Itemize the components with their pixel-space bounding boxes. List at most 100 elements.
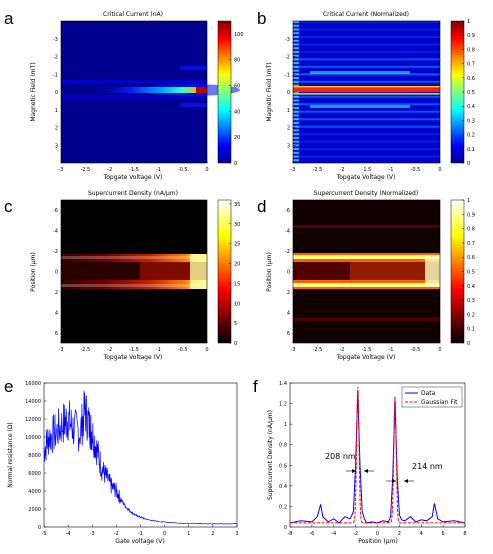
x-tick-label: -1 (156, 167, 161, 173)
y-tick-label: 0 (287, 270, 290, 276)
y-tick-label: 3 (287, 143, 290, 149)
colorbar-tick-label: 1 (467, 19, 470, 25)
panel-b-yticks: -3 -2 -1 0 1 2 3 (285, 37, 296, 149)
x-tick-label: -1.5 (129, 347, 139, 353)
panel-a-xticks: -3 -2.5 -2 -1.5 -1 -0.5 0 (59, 160, 209, 173)
heatmap-b-stripe (293, 114, 440, 117)
heatmap-b-stripe (293, 21, 440, 24)
panel-d-yticks: -6 -4 -2 0 2 4 6 (285, 208, 296, 337)
heatmap-b-edge-cell (293, 151, 299, 154)
panel-a-xlabel: Topgate Voltage (V) (103, 174, 163, 181)
heatmap-b-stripe (293, 50, 440, 53)
heatmap-b-edge-cell (293, 43, 299, 46)
heatmap-b-stripe (293, 129, 440, 132)
panel-label-c: c (4, 197, 13, 216)
heatmap-b-stripe (293, 136, 440, 139)
panel-label-f: f (253, 377, 258, 396)
x-tick-label: -1.5 (362, 347, 372, 353)
colorbar-tick-label: 10 (234, 301, 240, 307)
y-tick-label: 2 (287, 290, 290, 296)
panel-d-xlabel: Topgate Voltage (V) (336, 354, 396, 361)
heatmap-b-edge-cell (293, 114, 299, 117)
x-tick-label: 2 (211, 531, 214, 537)
y-tick-label: 0 (38, 525, 41, 531)
heatmap-b-stripe (293, 32, 440, 35)
heatmap-b-stripe (293, 144, 440, 147)
colorbar-tick-label: 0 (467, 341, 470, 347)
panel-b-title: Critical Current (Normalized) (323, 11, 409, 18)
x-tick-label: -1 (138, 531, 143, 537)
y-tick-label: 2 (55, 290, 58, 296)
panel-d-xticks: -3 -2.5 -2 -1.5 -1 -0.5 0 (291, 340, 442, 353)
heatmap-b-edge-cell (293, 69, 299, 72)
colorbar-tick-label: 5 (234, 321, 237, 327)
x-tick-label: 6 (442, 531, 445, 537)
x-tick-label: 0 (438, 347, 441, 353)
heatmap-b-stripe (293, 80, 440, 83)
heatmap-b-stripe (293, 24, 440, 27)
heatmap-b-edge-cell (293, 106, 299, 110)
heatmap-b-edge-cell (293, 84, 299, 87)
colorbar-tick-label: 0.7 (467, 62, 475, 68)
heatmap-b-stripe (293, 99, 440, 102)
y-tick-label: -2 (285, 249, 290, 255)
x-tick-label: -2 (353, 531, 358, 537)
y-tick-label: -4 (285, 229, 290, 235)
colorbar-tick-label: 40 (234, 109, 240, 115)
heatmap-b-stripe (293, 118, 440, 121)
x-tick-label: -3 (291, 167, 296, 173)
panel-d-ylabel: Position (μm) (266, 252, 273, 292)
panel-c-title: Supercurrent Density (nA/μm) (88, 190, 178, 197)
heatmap-b-edge-cell (293, 62, 299, 65)
panel-b-xlabel: Topgate Voltage (V) (336, 174, 396, 181)
panel-f-ylabel: Supercurrent Density (nA/μm) (267, 410, 274, 500)
heatmap-b-stripe (293, 35, 440, 39)
heatmap-d-features (293, 225, 440, 321)
x-tick-label: -2 (107, 167, 112, 173)
heatmap-b-stripe (293, 121, 440, 124)
colorbar-d-ticks: 0 0.1 0.2 0.3 0.4 0.5 0.6 0.7 0.8 0.9 1 (462, 198, 475, 347)
panel-f-yticks: 0 0.2 0.4 0.6 0.8 1 1.2 1.4 (279, 381, 293, 531)
heatmap-b-edge-cell (293, 125, 299, 128)
plot-area-e (43, 382, 238, 528)
heatmap-b-edge-cell (293, 129, 299, 132)
heatmap-b-edge-cell (293, 148, 299, 151)
colorbar-tick-label: 15 (234, 281, 240, 287)
colorbar-tick-label: 0.4 (467, 104, 475, 110)
heatmap-b-stripe (293, 133, 440, 136)
x-tick-label: 2 (398, 531, 401, 537)
x-tick-label: -1 (389, 347, 394, 353)
y-tick-label: 1.4 (279, 381, 287, 387)
heatmap-b-lobe (310, 71, 410, 74)
heatmap-b-stripe (293, 62, 440, 65)
panel-a-title: Critical Current (nA) (103, 11, 163, 18)
y-tick-label: 1 (284, 422, 287, 428)
colorbar-c-ticks: 0 5 10 15 20 25 30 35 (229, 202, 240, 347)
x-tick-label: -2 (340, 347, 345, 353)
colorbar-tick-label: 20 (234, 135, 240, 141)
x-tick-label: -1.5 (362, 167, 372, 173)
panel-f-xlabel: Position (μm) (358, 538, 398, 545)
y-tick-label: 4000 (28, 489, 41, 495)
panel-label-e: e (4, 377, 13, 396)
y-tick-label: 2 (287, 126, 290, 132)
y-tick-label: 0 (55, 270, 58, 276)
panel-label-d: d (257, 197, 266, 216)
y-tick-label: 2000 (28, 507, 41, 513)
panel-a: a Critical Current (nA) -3 -2.5 -2 -1.5 -1 -0… (4, 9, 244, 181)
heatmap-b-stripe (293, 65, 440, 68)
y-tick-label: -3 (285, 37, 290, 43)
heatmap-b-edge-cell (293, 65, 299, 68)
heatmap-b-edge-cell (293, 32, 299, 35)
heatmap-b-edge-cell (293, 50, 299, 53)
colorbar-tick-label: 0 (234, 341, 237, 347)
heatmap-b-stripe (293, 84, 440, 87)
panel-e-xticks: -5 -4 -3 -2 -1 0 1 2 3 (42, 524, 239, 537)
panel-c: c Supercurrent Density (nA/μm) -3 -2.5 -2-… (4, 190, 240, 361)
heatmap-b-stripe (293, 103, 440, 106)
heatmap-b-edge-cell (293, 133, 299, 136)
colorbar-tick-label: 0.1 (467, 147, 475, 153)
heatmap-b-edge-cell (293, 136, 299, 139)
x-tick-label: 8 (463, 531, 466, 537)
